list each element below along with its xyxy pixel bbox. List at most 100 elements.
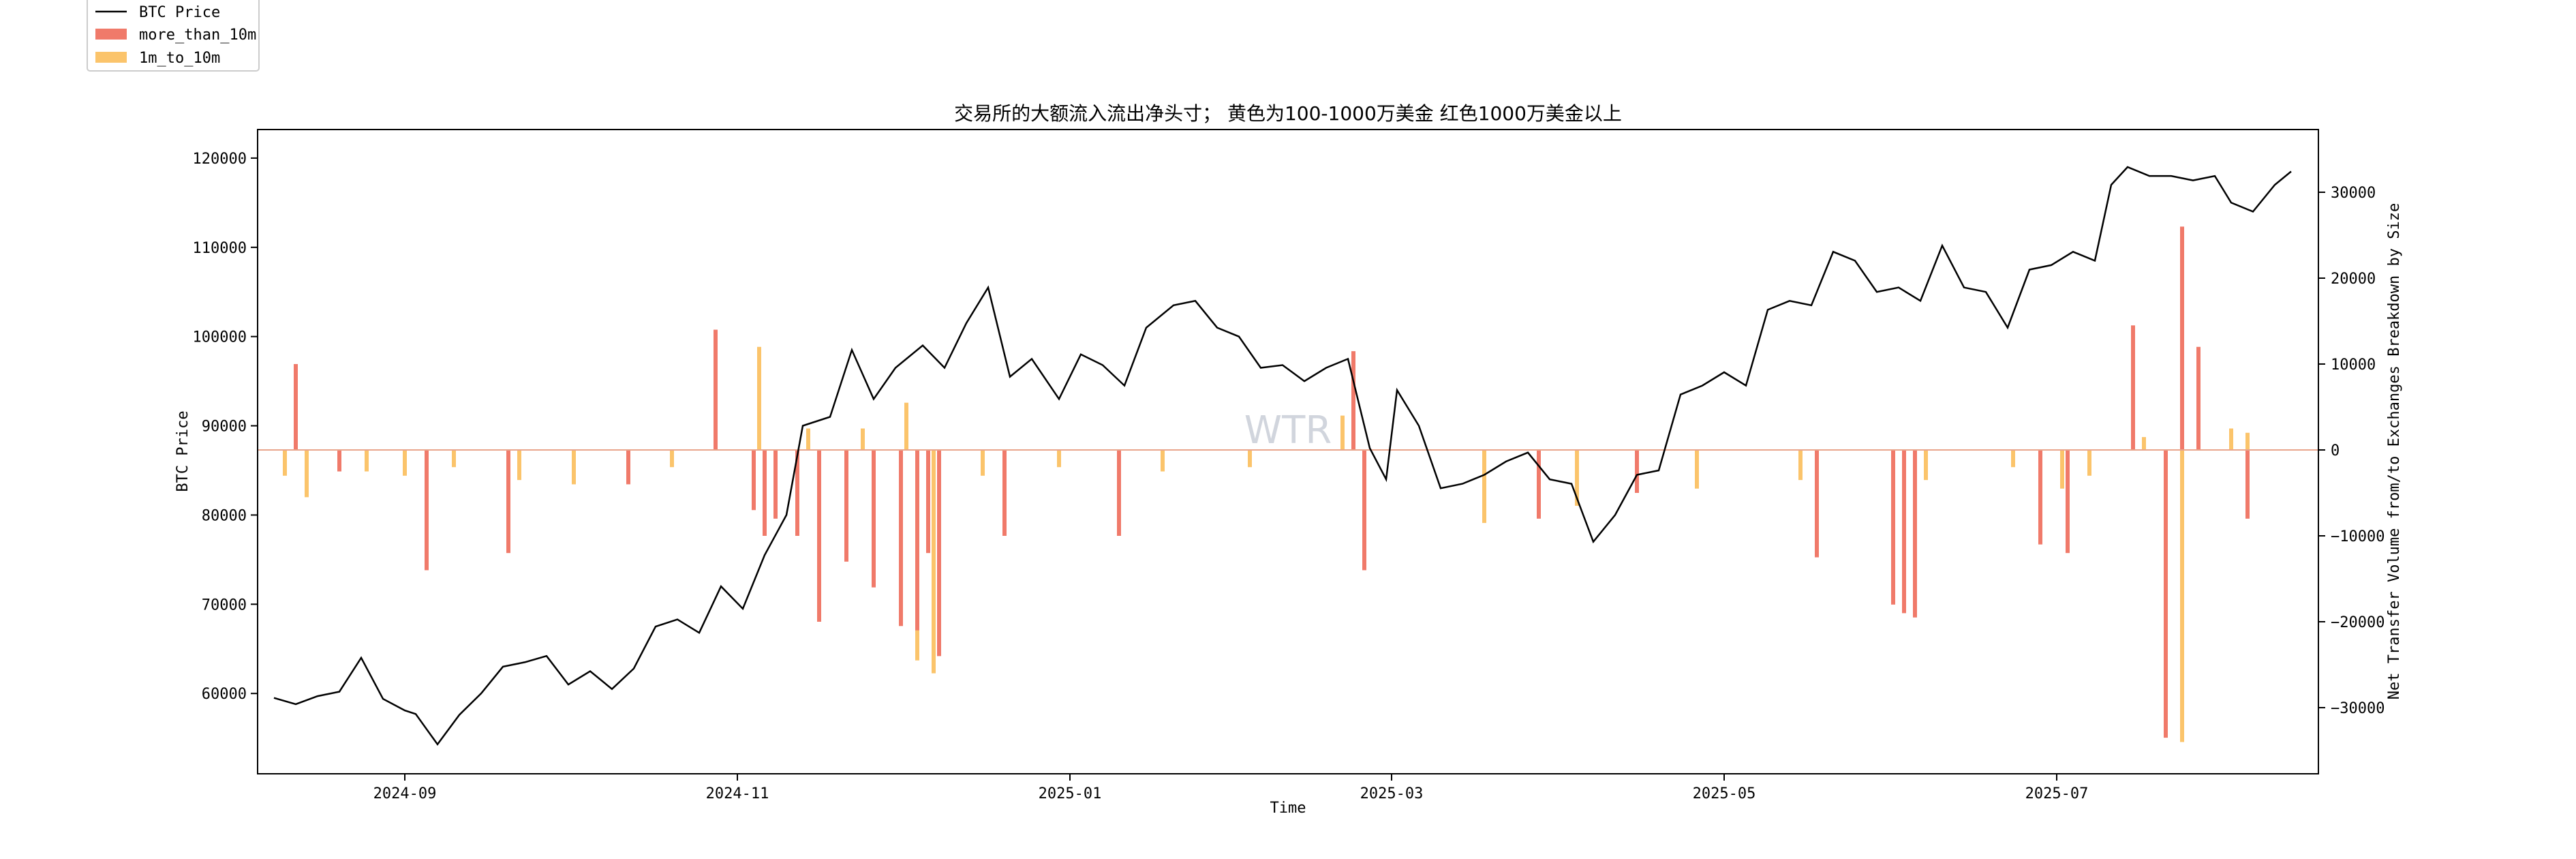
- more-than-10m-bar: [2038, 450, 2042, 545]
- more-than-10m-bar: [1002, 450, 1007, 536]
- 1m-to-10m-bar: [1340, 415, 1345, 450]
- y-left-tick-label: 100000: [193, 329, 247, 346]
- 1m-to-10m-bar: [2180, 450, 2184, 742]
- 1m-to-10m-bar: [2087, 450, 2091, 476]
- y-axis-right: −30000 −20000 −10000 0 10000 20000 30000: [2318, 185, 2385, 717]
- plot-frame: [257, 129, 2319, 774]
- more-than-10m-bar: [294, 364, 298, 450]
- more-than-10m-bar: [752, 450, 756, 511]
- legend-box: [87, 0, 260, 72]
- x-tick-label: 2025-07: [2025, 785, 2089, 802]
- bars-more-than-10m: [294, 226, 2250, 738]
- 1m-to-10m-bar: [1057, 450, 1061, 468]
- 1m-to-10m-bar: [1798, 450, 1803, 481]
- 1m-to-10m-bar: [670, 450, 674, 468]
- more-than-10m-bar: [1635, 450, 1639, 493]
- 1m-to-10m-bar: [757, 346, 761, 450]
- y-left-tick-label: 110000: [193, 240, 247, 257]
- 1m-to-10m-bar: [806, 428, 810, 450]
- more-than-10m-bar: [1815, 450, 1819, 558]
- 1m-to-10m-bar: [305, 450, 309, 498]
- more-than-10m-bar: [2164, 450, 2168, 738]
- legend-1m-to-10m-label: 1m_to_10m: [139, 50, 220, 67]
- more-than-10m-bar: [506, 450, 510, 554]
- y-right-tick-label: −10000: [2331, 528, 2385, 545]
- y-right-tick-label: 30000: [2331, 185, 2376, 202]
- more-than-10m-bar: [899, 450, 903, 627]
- watermark: WTR: [1244, 408, 1332, 453]
- 1m-to-10m-bar: [2229, 428, 2233, 450]
- more-than-10m-bar: [817, 450, 821, 622]
- 1m-to-10m-bar: [365, 450, 369, 472]
- 1m-to-10m-bar: [904, 402, 908, 450]
- 1m-to-10m-bar: [2060, 450, 2064, 489]
- 1m-to-10m-bar: [1924, 450, 1928, 481]
- more-than-10m-bar: [872, 450, 876, 588]
- chart-title: 交易所的大额流入流出净头寸； 黄色为100-1000万美金 红色1000万美金以…: [954, 102, 1622, 125]
- more-than-10m-bar: [763, 450, 767, 536]
- 1m-to-10m-bar: [1248, 450, 1252, 468]
- 1m-to-10m-bar: [932, 450, 936, 674]
- 1m-to-10m-bar: [2011, 450, 2015, 468]
- legend-more-than-10m-swatch: [95, 29, 127, 40]
- 1m-to-10m-bar: [452, 450, 456, 468]
- x-tick-label: 2024-09: [373, 785, 437, 802]
- more-than-10m-bar: [2196, 346, 2201, 450]
- 1m-to-10m-bar: [981, 450, 985, 476]
- x-tick-label: 2025-03: [1360, 785, 1424, 802]
- more-than-10m-bar: [714, 329, 718, 450]
- y-left-tick-label: 60000: [202, 686, 247, 703]
- more-than-10m-bar: [1117, 450, 1121, 536]
- 1m-to-10m-bar: [1161, 450, 1165, 472]
- 1m-to-10m-bar: [861, 428, 865, 450]
- y-right-tick-label: 20000: [2331, 271, 2376, 288]
- x-axis-label: Time: [1270, 800, 1306, 817]
- y-axis-right-label: Net Transfer Volume from/to Exchanges Br…: [2386, 203, 2403, 699]
- 1m-to-10m-bar: [572, 450, 576, 485]
- 1m-to-10m-bar: [2245, 432, 2250, 450]
- x-tick-label: 2025-01: [1039, 785, 1102, 802]
- more-than-10m-bar: [795, 450, 799, 536]
- 1m-to-10m-bar: [1695, 450, 1699, 489]
- y-left-tick-label: 120000: [193, 151, 247, 168]
- y-right-tick-label: −30000: [2331, 700, 2385, 717]
- more-than-10m-bar: [1537, 450, 1541, 519]
- x-tick-label: 2024-11: [706, 785, 769, 802]
- more-than-10m-bar: [1913, 450, 1917, 618]
- y-right-tick-label: 0: [2331, 442, 2340, 459]
- legend-1m-to-10m-swatch: [95, 52, 127, 63]
- more-than-10m-bar: [915, 450, 919, 631]
- more-than-10m-bar: [626, 450, 630, 485]
- 1m-to-10m-bar: [1482, 450, 1486, 524]
- more-than-10m-bar: [337, 450, 341, 472]
- legend: BTC Price more_than_10m 1m_to_10m: [87, 0, 260, 72]
- y-axis-left: 60000 70000 80000 90000 100000 110000 120000: [193, 151, 258, 703]
- 1m-to-10m-bar: [1575, 450, 1579, 506]
- more-than-10m-bar: [1362, 450, 1366, 571]
- 1m-to-10m-bar: [283, 450, 287, 476]
- more-than-10m-bar: [773, 450, 778, 519]
- legend-more-than-10m-label: more_than_10m: [139, 27, 256, 44]
- more-than-10m-bar: [1902, 450, 1906, 614]
- y-right-tick-label: −20000: [2331, 614, 2385, 631]
- 1m-to-10m-bar: [2142, 437, 2146, 450]
- x-tick-label: 2025-05: [1693, 785, 1756, 802]
- more-than-10m-bar: [2131, 325, 2135, 450]
- btc-price-line: [273, 166, 2292, 746]
- more-than-10m-bar: [2245, 450, 2250, 519]
- legend-price-label: BTC Price: [139, 4, 220, 21]
- more-than-10m-bar: [425, 450, 429, 571]
- more-than-10m-bar: [1351, 351, 1355, 450]
- more-than-10m-bar: [2180, 226, 2184, 450]
- y-left-tick-label: 90000: [202, 419, 247, 436]
- more-than-10m-bar: [937, 450, 941, 657]
- x-axis: 2024-09 2024-11 2025-01 2025-03 2025-05 2025-…: [373, 774, 2089, 802]
- more-than-10m-bar: [844, 450, 848, 562]
- y-left-tick-label: 70000: [202, 597, 247, 614]
- y-left-tick-label: 80000: [202, 507, 247, 524]
- 1m-to-10m-bar: [403, 450, 407, 476]
- 1m-to-10m-bar: [517, 450, 521, 481]
- y-right-tick-label: 10000: [2331, 357, 2376, 374]
